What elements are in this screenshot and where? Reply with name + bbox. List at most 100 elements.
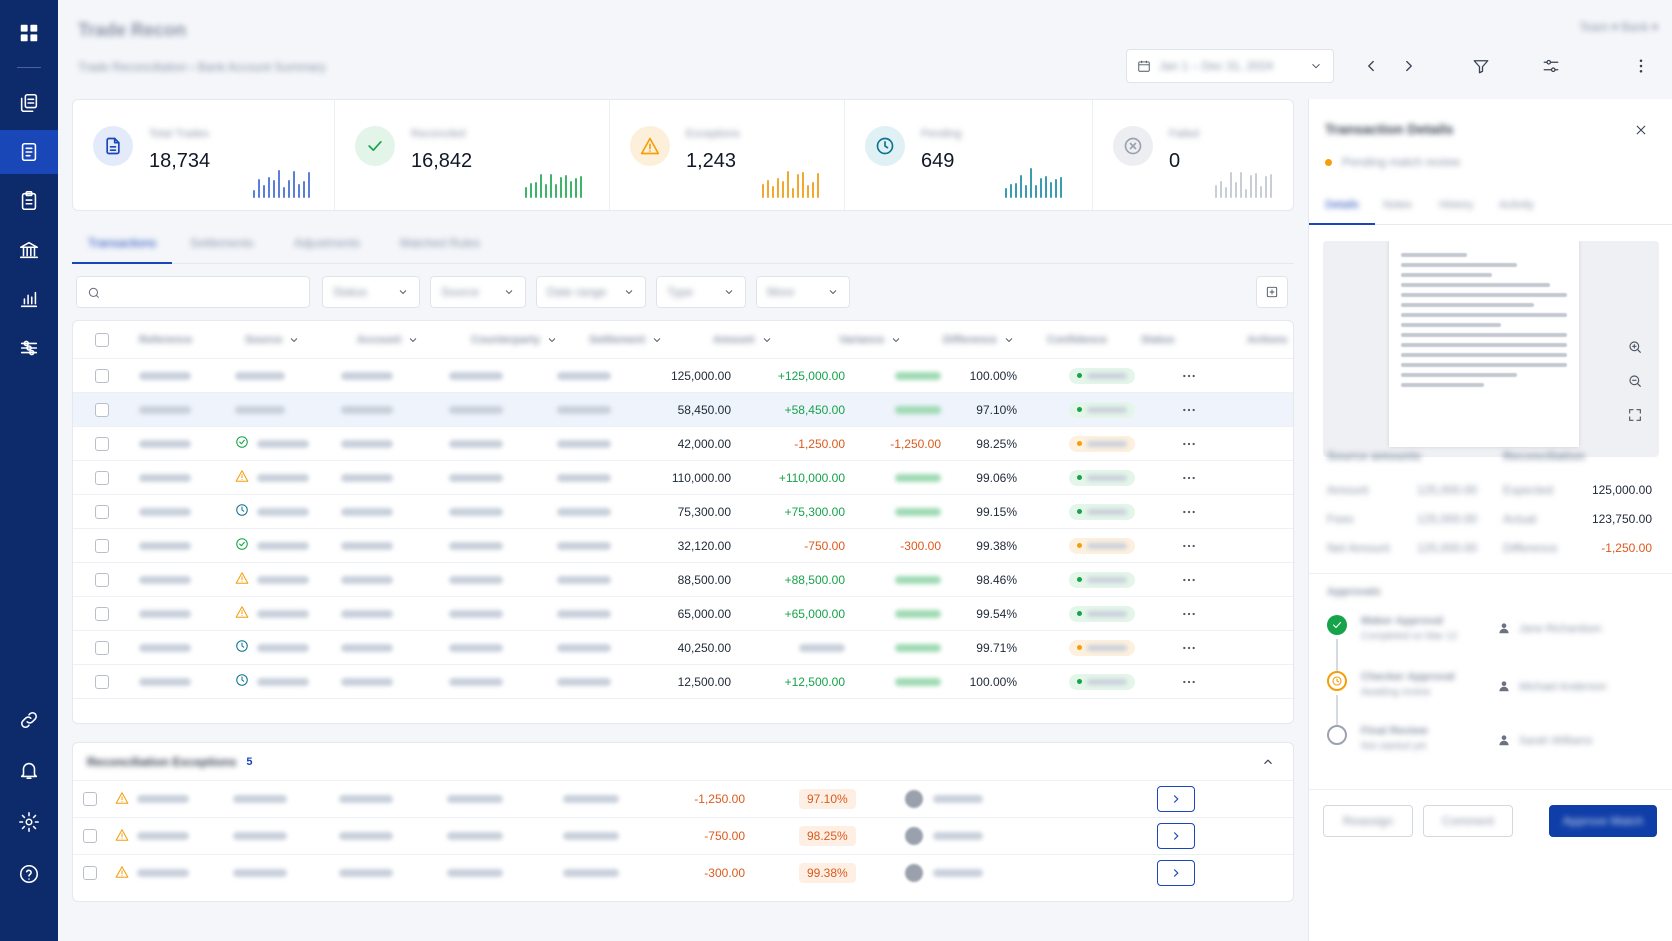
open-exception-button[interactable]: [1157, 855, 1195, 891]
search-input[interactable]: [107, 283, 303, 303]
row-actions-button[interactable]: [1181, 495, 1197, 528]
row-checkbox[interactable]: [95, 427, 109, 460]
column-header[interactable]: Account: [357, 321, 419, 358]
column-header[interactable]: Reference: [139, 333, 193, 346]
reference-cell[interactable]: [139, 359, 191, 392]
status-filter[interactable]: Status: [322, 276, 420, 308]
row-actions-button[interactable]: [1181, 529, 1197, 562]
app-grid-icon[interactable]: [0, 11, 58, 55]
next-period-button[interactable]: [1392, 49, 1426, 83]
row-checkbox[interactable]: [83, 818, 97, 854]
reference-cell[interactable]: [139, 597, 191, 630]
table-row[interactable]: 12,500.00 +12,500.00 100.00%: [73, 665, 1293, 699]
type-filter[interactable]: Type: [656, 276, 746, 308]
row-actions-button[interactable]: [1181, 359, 1197, 392]
adjust-columns-button[interactable]: [1534, 49, 1568, 83]
reference-cell[interactable]: [139, 563, 191, 596]
row-checkbox[interactable]: [95, 495, 109, 528]
more-options-button[interactable]: [1624, 49, 1658, 83]
stat-card-reconciled[interactable]: Reconciled 16,842: [335, 100, 610, 210]
row-checkbox[interactable]: [95, 461, 109, 494]
row-checkbox[interactable]: [95, 359, 109, 392]
column-header[interactable]: Amount: [713, 321, 773, 358]
collapse-button[interactable]: [1261, 755, 1277, 771]
table-row[interactable]: 88,500.00 +88,500.00 98.46%: [73, 563, 1293, 597]
table-row[interactable]: 58,450.00 +58,450.00 97.10%: [73, 393, 1293, 427]
exception-row[interactable]: -750.00 98.25%: [73, 817, 1293, 854]
breadcrumb[interactable]: Trade Reconciliation › Bank Account Summ…: [78, 60, 326, 74]
reference-cell[interactable]: [139, 427, 191, 460]
row-actions-button[interactable]: [1181, 393, 1197, 426]
row-actions-button[interactable]: [1181, 631, 1197, 664]
export-button[interactable]: [1256, 276, 1288, 308]
column-header[interactable]: Settlement: [589, 321, 663, 358]
table-row[interactable]: 65,000.00 +65,000.00 99.54%: [73, 597, 1293, 631]
table-row[interactable]: 125,000.00 +125,000.00 100.00%: [73, 359, 1293, 393]
sidebar-item-clipboard[interactable]: [0, 179, 58, 223]
sidebar-item-links[interactable]: [0, 698, 58, 742]
row-actions-button[interactable]: [1181, 461, 1197, 494]
exception-row[interactable]: -1,250.00 97.10%: [73, 780, 1293, 817]
panel-tab-notes[interactable]: Notes: [1383, 199, 1412, 211]
table-row[interactable]: 42,000.00 -1,250.00 -1,250.00 98.25%: [73, 427, 1293, 461]
more-filter[interactable]: More: [756, 276, 850, 308]
table-row[interactable]: 40,250.00 99.71%: [73, 631, 1293, 665]
date-range-picker[interactable]: Jan 1 – Dec 31, 2024: [1126, 49, 1334, 83]
tab-matched-rules[interactable]: Matched Rules: [400, 236, 481, 250]
row-checkbox[interactable]: [83, 855, 97, 891]
column-header[interactable]: Source: [245, 321, 300, 358]
sidebar-item-notifications[interactable]: [0, 748, 58, 792]
stat-card-total[interactable]: Total Trades 18,734: [73, 100, 335, 210]
comment-button[interactable]: Comment: [1423, 805, 1513, 837]
row-actions-button[interactable]: [1181, 665, 1197, 698]
open-exception-button[interactable]: [1157, 781, 1195, 817]
row-checkbox[interactable]: [95, 563, 109, 596]
reference-cell[interactable]: [139, 529, 191, 562]
tab-settlements[interactable]: Settlements: [190, 236, 254, 250]
approve-match-button[interactable]: Approve Match: [1549, 805, 1657, 837]
stat-card-exceptions[interactable]: Exceptions 1,243: [610, 100, 845, 210]
sidebar-item-settings-sliders[interactable]: [0, 326, 58, 370]
prev-period-button[interactable]: [1354, 49, 1388, 83]
sidebar-item-documents[interactable]: [0, 130, 58, 174]
workspace-switcher[interactable]: Team ▾ Bank ▾: [1579, 20, 1658, 34]
sidebar-item-reports[interactable]: [0, 277, 58, 321]
stat-card-pending[interactable]: Pending 649: [845, 100, 1093, 210]
reference-cell[interactable]: [139, 461, 191, 494]
reference-cell[interactable]: [139, 631, 191, 664]
source-filter[interactable]: Source: [430, 276, 526, 308]
row-actions-button[interactable]: [1181, 427, 1197, 460]
reference-cell[interactable]: [139, 665, 191, 698]
zoom-in-button[interactable]: [1623, 335, 1647, 359]
column-header[interactable]: Status: [1141, 333, 1175, 346]
row-checkbox[interactable]: [95, 393, 109, 426]
row-actions-button[interactable]: [1181, 563, 1197, 596]
fullscreen-button[interactable]: [1623, 403, 1647, 427]
zoom-out-button[interactable]: [1623, 369, 1647, 393]
column-header[interactable]: Counterparty: [471, 321, 558, 358]
table-row[interactable]: 110,000.00 +110,000.00 99.06%: [73, 461, 1293, 495]
document-preview[interactable]: [1323, 241, 1659, 457]
panel-tab-details[interactable]: Details: [1309, 199, 1375, 225]
column-header[interactable]: Confidence: [1047, 333, 1107, 346]
select-all-checkbox[interactable]: [95, 321, 109, 358]
tab-transactions[interactable]: Transactions: [72, 236, 172, 264]
row-checkbox[interactable]: [95, 631, 109, 664]
table-row[interactable]: 75,300.00 +75,300.00 99.15%: [73, 495, 1293, 529]
sidebar-item-settings[interactable]: [0, 800, 58, 844]
date-filter[interactable]: Date range: [536, 276, 646, 308]
reference-cell[interactable]: [139, 393, 191, 426]
filter-button[interactable]: [1464, 49, 1498, 83]
row-actions-button[interactable]: [1181, 597, 1197, 630]
exception-row[interactable]: -300.00 99.38%: [73, 854, 1293, 891]
sidebar-item-copy[interactable]: [0, 81, 58, 125]
panel-tab-history[interactable]: History: [1439, 199, 1474, 211]
panel-tab-activity[interactable]: Activity: [1499, 199, 1534, 211]
table-row[interactable]: 32,120.00 -750.00 -300.00 99.38%: [73, 529, 1293, 563]
row-checkbox[interactable]: [83, 781, 97, 817]
row-checkbox[interactable]: [95, 529, 109, 562]
column-header[interactable]: Difference: [943, 321, 1015, 358]
reassign-button[interactable]: Reassign: [1323, 805, 1413, 837]
open-exception-button[interactable]: [1157, 818, 1195, 854]
close-panel-button[interactable]: [1630, 119, 1652, 141]
